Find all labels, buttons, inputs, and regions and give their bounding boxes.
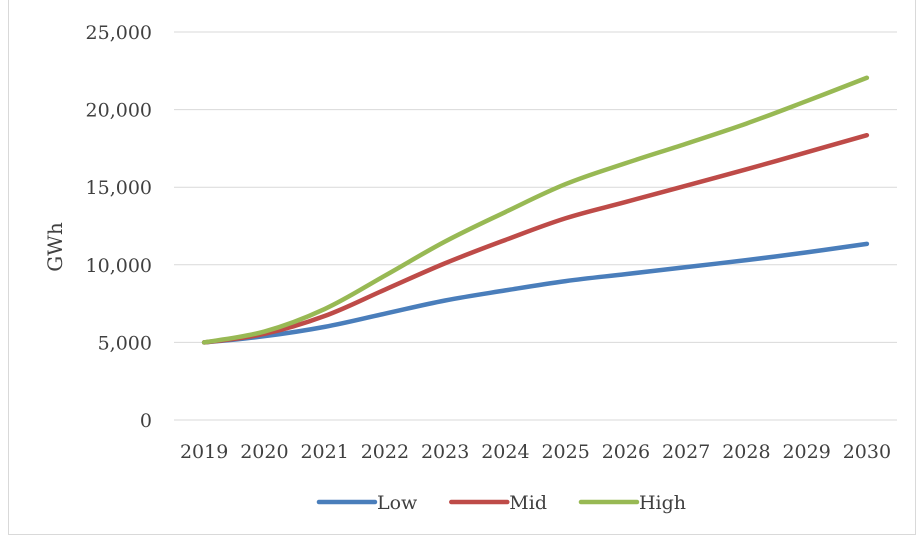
- x-tick-label: 2028: [722, 441, 770, 463]
- x-tick-label: 2025: [541, 441, 589, 463]
- y-tick-label: 25,000: [86, 22, 152, 44]
- series-line-high: [201, 75, 870, 345]
- legend-item-mid: Mid: [449, 492, 547, 514]
- y-tick-label: 10,000: [86, 255, 152, 277]
- legend-item-low: Low: [316, 492, 418, 514]
- chart-frame: [8, 0, 916, 535]
- gridlines: [174, 31, 897, 421]
- x-axis-tick-labels: 2019 2020 2021 2022 2023 2024 2025 2026 2027 2028…: [180, 441, 891, 463]
- series-line-mid: [201, 132, 870, 345]
- x-tick-label: 2030: [843, 441, 891, 463]
- legend-item-high: High: [578, 492, 686, 514]
- legend-label: High: [639, 492, 686, 514]
- x-tick-label: 2019: [180, 441, 228, 463]
- x-tick-label: 2021: [300, 441, 348, 463]
- legend-label: Mid: [509, 492, 547, 514]
- x-tick-label: 2020: [240, 441, 288, 463]
- x-tick-label: 2027: [662, 441, 710, 463]
- x-tick-label: 2022: [361, 441, 409, 463]
- y-tick-label: 5,000: [98, 332, 152, 354]
- x-tick-label: 2029: [782, 441, 830, 463]
- y-axis-title: GWh: [43, 222, 67, 272]
- x-tick-label: 2026: [602, 441, 650, 463]
- y-tick-label: 20,000: [86, 100, 152, 122]
- x-tick-label: 2023: [421, 441, 469, 463]
- y-tick-label: 15,000: [86, 177, 152, 199]
- y-axis-tick-labels: 0 5,000 10,000 15,000 20,000 25,000: [86, 22, 152, 432]
- x-tick-label: 2024: [481, 441, 529, 463]
- legend-label: Low: [377, 492, 418, 514]
- series-lines: [201, 75, 870, 345]
- legend: Low Mid High: [316, 492, 686, 514]
- series-line-low: [201, 241, 870, 345]
- y-tick-label: 0: [140, 410, 152, 432]
